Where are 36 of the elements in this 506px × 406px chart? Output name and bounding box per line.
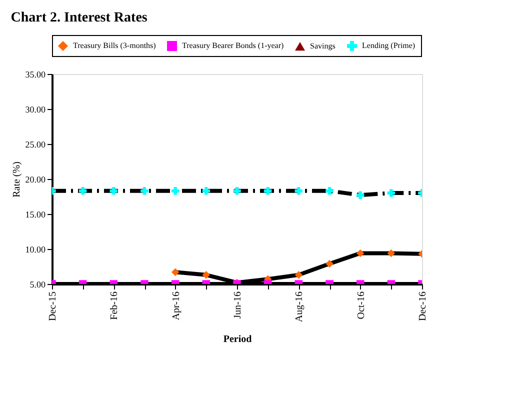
y-tick-label: 15.00 bbox=[25, 210, 46, 220]
x-tick-label: Dec-16 bbox=[418, 292, 428, 321]
y-tick-label: 25.00 bbox=[25, 140, 46, 150]
point bbox=[356, 191, 364, 199]
y-tick-label: 35.00 bbox=[25, 70, 46, 80]
point bbox=[202, 187, 210, 195]
x-tick-label: Feb-16 bbox=[109, 292, 120, 320]
point bbox=[78, 187, 87, 195]
x-tick-label: Jun-16 bbox=[232, 292, 244, 319]
point bbox=[356, 249, 364, 258]
point bbox=[264, 187, 272, 195]
legend-label: Treasury Bills (3-months) bbox=[73, 41, 156, 50]
point bbox=[233, 187, 241, 195]
legend-label: Lending (Prime) bbox=[362, 41, 416, 50]
point bbox=[110, 187, 118, 195]
x-tick-label: Oct-16 bbox=[356, 292, 367, 320]
y-tick-label: 5.00 bbox=[30, 280, 46, 290]
y-tick-label: 20.00 bbox=[25, 174, 46, 184]
point bbox=[326, 187, 334, 195]
point bbox=[171, 187, 180, 195]
legend-label: Treasury Bearer Bonds (1-year) bbox=[182, 41, 284, 50]
legend-label: Savings bbox=[310, 41, 336, 50]
y-tick-label: 30.00 bbox=[25, 104, 46, 114]
point bbox=[140, 187, 148, 195]
chart-title: Chart 2. Interest Rates bbox=[10, 10, 148, 26]
x-tick-label: Aug-16 bbox=[294, 292, 306, 322]
point bbox=[326, 260, 334, 268]
point bbox=[387, 189, 396, 197]
x-tick-label: Dec-15 bbox=[48, 292, 58, 321]
y-tick-label: 10.00 bbox=[25, 244, 46, 254]
x-tick-label: Apr-16 bbox=[170, 292, 182, 320]
point bbox=[171, 268, 180, 276]
point bbox=[294, 187, 303, 195]
x-axis-title: Period bbox=[223, 334, 252, 346]
y-axis-title: Rate (%) bbox=[11, 162, 22, 198]
point bbox=[387, 249, 396, 258]
